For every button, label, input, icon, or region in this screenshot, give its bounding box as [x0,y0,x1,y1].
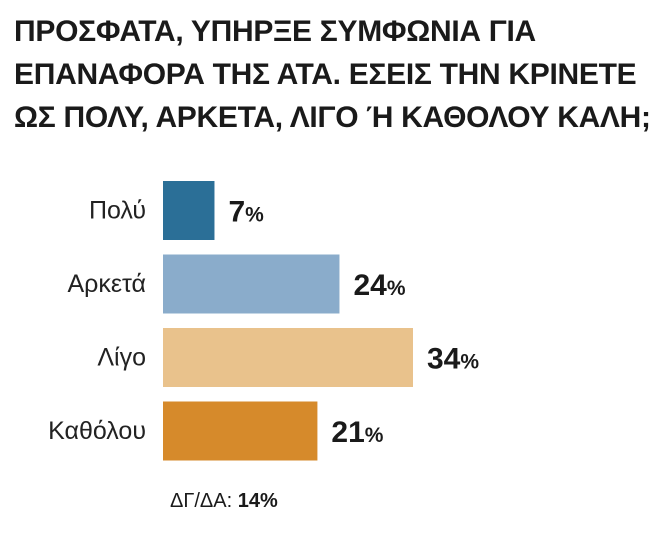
bar-2 [163,254,340,314]
title-line-3: ΩΣ ΠΟΛΥ, ΑΡΚΕΤΑ, ΛΙΓΟ Ή ΚΑΘΟΛΟΥ ΚΑΛΗ; [14,101,651,134]
category-label-2: Αρκετά [67,270,146,298]
chart-title: ΠΡΟΣΦΑΤΑ, ΥΠΗΡΞΕ ΣΥΜΦΩΝΙΑ ΓΙΑ ΕΠΑΝΑΦΟΡΑ … [14,10,654,139]
title-line-1: ΠΡΟΣΦΑΤΑ, ΥΠΗΡΞΕ ΣΥΜΦΩΝΙΑ ΓΙΑ [14,15,536,48]
value-label-3: 34% [427,343,479,376]
category-label-3: Λίγο [97,344,146,372]
bar-3 [163,328,413,387]
footnote-value: 14% [237,490,278,512]
no-answer-footnote: ΔΓ/ΔΑ: 14% [170,490,278,513]
bar-1 [163,181,215,240]
category-label-1: Πολύ [89,197,146,225]
value-label-2: 24% [353,269,405,302]
category-label-4: Καθόλου [48,417,146,445]
value-label-1: 7% [228,196,264,229]
bar-4 [163,401,318,461]
bar-chart: Πολύ 7% Αρκετά 24% Λίγο 34% Καθόλου 21% [48,181,479,461]
value-label-4: 21% [331,416,383,449]
title-line-2: ΕΠΑΝΑΦΟΡΑ ΤΗΣ ΑΤΑ. ΕΣΕΙΣ ΤΗΝ ΚΡΙΝΕΤΕ [14,58,637,91]
footnote-label: ΔΓ/ΔΑ: [170,490,233,512]
